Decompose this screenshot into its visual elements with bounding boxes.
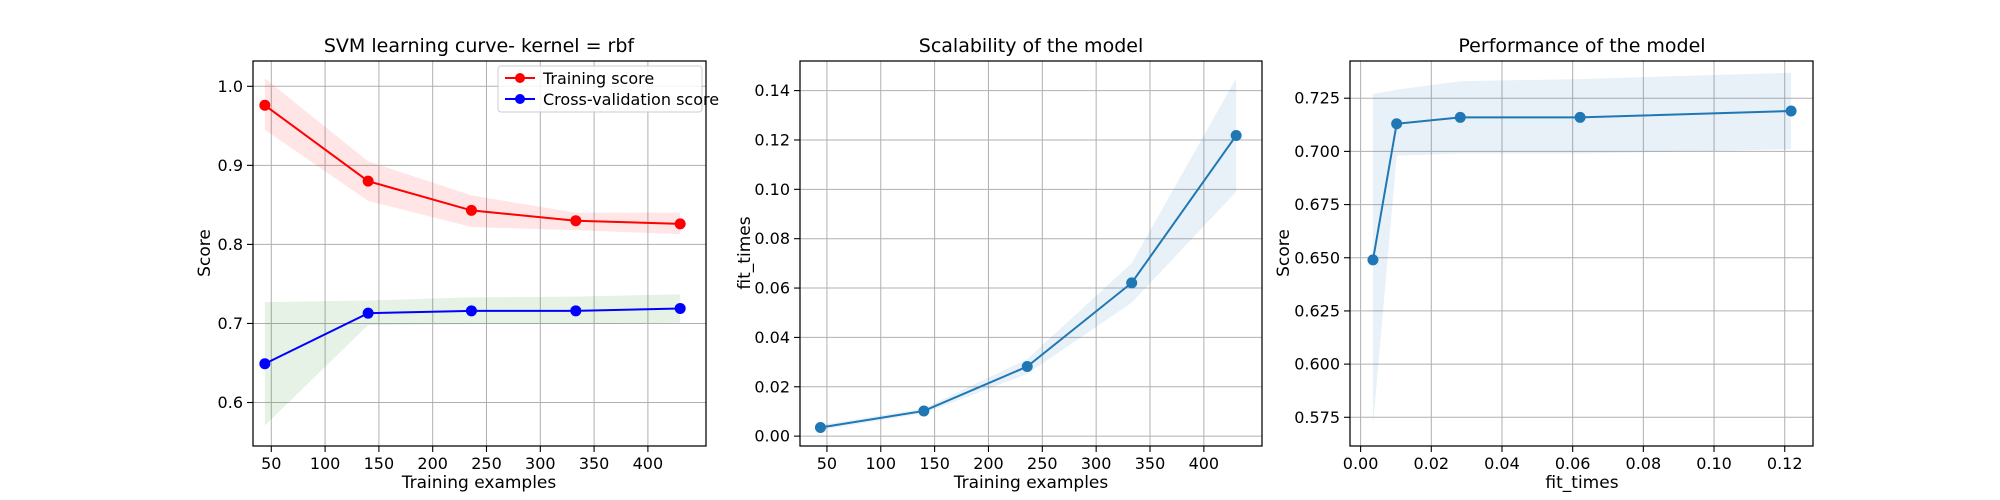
data-point [1574,111,1586,123]
axes-frame [1349,60,1814,447]
y-tick-label: 0.7 [218,314,243,333]
y-tick-label: 0.9 [218,156,243,175]
y-tick-label: 0.625 [1294,301,1340,320]
data-point [570,215,582,227]
data-point [1454,111,1466,123]
x-tick-label: 100 [310,454,341,473]
axes-frame [799,60,1263,447]
x-tick-label: 0.04 [1484,454,1520,473]
x-tick-label: 50 [817,454,837,473]
x-tick-label: 300 [1081,454,1112,473]
x-tick-label: 100 [865,454,896,473]
y-tick-label: 0.04 [754,328,790,347]
x-axis-label: fit_times [1545,473,1618,493]
y-tick-label: 0.600 [1294,355,1340,374]
x-tick-label: 0.06 [1555,454,1591,473]
x-tick-label: 300 [525,454,556,473]
legend: Training score Cross-validation score [497,65,719,113]
legend-label-training: Training score [542,69,654,88]
y-tick-label: 0.10 [754,180,790,199]
y-tick-label: 0.575 [1294,408,1340,427]
x-tick-label: 350 [579,454,610,473]
x-tick-label: 150 [364,454,395,473]
x-tick-label: 200 [973,454,1004,473]
x-tick-label: 50 [261,454,281,473]
y-tick-label: 0.12 [754,130,790,149]
y-tick-label: 0.14 [754,81,790,100]
data-point [674,302,686,314]
legend-box [497,65,703,113]
data-point [259,358,271,370]
scalability-panel: Scalability of the model Training exampl… [735,35,1263,493]
data-point [259,99,271,111]
y-axis-label: Score [1274,229,1294,277]
y-tick-label: 0.02 [754,377,790,396]
y-tick-label: 0.6 [218,393,243,412]
x-tick-label: 0.08 [1626,454,1662,473]
confidence-band [820,78,1237,430]
confidence-band [264,294,681,426]
plot-area: 50 100 150 200 250 300 350 400 0.6 0.7 0.8 0.9 1.0 [218,60,707,473]
x-tick-label: 0.10 [1696,454,1732,473]
x-tick-label: 0.12 [1767,454,1803,473]
plot-area: 50 100 150 200 250 300 350 400 0.00 0.02 0.04 0.06 0… [754,60,1263,473]
data-point [570,305,582,317]
data-point [1391,118,1403,130]
x-tick-label: 250 [471,454,502,473]
axes-frame [252,60,707,447]
data-point [362,307,374,319]
x-tick-label: 150 [919,454,950,473]
data-point [674,218,686,230]
y-tick-label: 0.08 [754,229,790,248]
performance-panel: Performance of the model fit_times Score… [1274,35,1814,493]
legend-marker-training [515,73,525,83]
y-tick-label: 0.8 [218,235,243,254]
x-tick-label: 200 [417,454,448,473]
y-tick-label: 0.00 [754,427,790,446]
confidence-band [1372,72,1792,426]
y-axis-label: Score [195,229,215,277]
x-tick-label: 400 [1189,454,1220,473]
x-tick-label: 350 [1135,454,1166,473]
y-tick-label: 0.725 [1294,89,1340,108]
x-tick-label: 0.02 [1413,454,1449,473]
legend-marker-cv [515,94,525,104]
data-point [1785,105,1797,117]
x-axis-label: Training examples [953,473,1109,493]
data-point [1367,254,1379,266]
chart-title: Performance of the model [1458,35,1705,57]
data-point [814,421,826,433]
series-line [820,134,1237,429]
y-tick-label: 0.675 [1294,195,1340,214]
learning-curve-panel: SVM learning curve- kernel = rbf Trainin… [195,35,719,493]
data-point [1021,361,1033,373]
x-tick-label: 0.00 [1343,454,1379,473]
x-tick-label: 400 [633,454,664,473]
y-tick-label: 0.650 [1294,248,1340,267]
chart-title: Scalability of the model [919,35,1143,57]
x-axis-label: Training examples [401,473,557,493]
data-point [465,305,477,317]
confidence-band [264,78,681,235]
y-axis-label: fit_times [735,216,755,289]
data-point [362,175,374,187]
y-tick-label: 1.0 [218,77,243,96]
chart-title: SVM learning curve- kernel = rbf [324,35,636,57]
y-tick-label: 0.06 [754,279,790,298]
y-tick-label: 0.700 [1294,142,1340,161]
x-tick-label: 250 [1027,454,1058,473]
data-point [1126,277,1138,289]
data-point [1230,130,1242,142]
data-point [465,204,477,216]
plot-area: 0.00 0.02 0.04 0.06 0.08 0.10 0.12 0.575 0.600 0.… [1294,60,1814,473]
data-point [918,405,930,417]
legend-label-cv: Cross-validation score [543,90,719,109]
